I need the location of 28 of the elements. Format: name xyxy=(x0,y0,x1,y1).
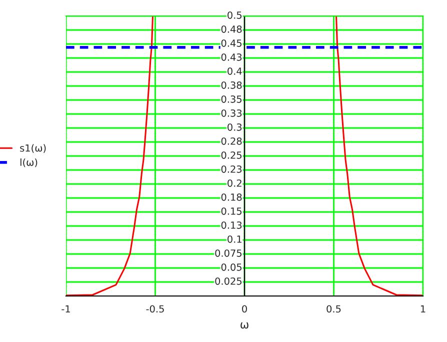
y-tick-label: 0.5 xyxy=(228,11,242,19)
x-tick-label: 0.5 xyxy=(326,305,341,313)
y-tick-label: 0.13 xyxy=(221,221,242,229)
y-tick-label: 0.48 xyxy=(221,25,242,33)
y-tick-label: 0.25 xyxy=(221,151,242,159)
y-tick-label: 0.33 xyxy=(221,109,242,117)
y-tick-label: 0.1 xyxy=(228,235,242,243)
y-tick-label: 0.43 xyxy=(221,53,242,61)
legend-label: s1(ω) xyxy=(20,144,46,153)
y-tick-label: 0.28 xyxy=(221,137,242,145)
y-tick-label: 0.4 xyxy=(228,67,242,75)
y-tick-label: 0.15 xyxy=(221,207,242,215)
y-tick-label: 0.18 xyxy=(221,193,242,201)
y-tick-label: 0.075 xyxy=(215,249,242,257)
y-tick-label: 0.38 xyxy=(221,81,242,89)
y-tick-label: 0.025 xyxy=(215,277,242,285)
y-tick-label: 0.35 xyxy=(221,95,242,103)
y-tick-label: 0.05 xyxy=(221,263,242,271)
x-tick-label: -1 xyxy=(62,305,70,312)
x-tick-label: 0 xyxy=(242,305,247,313)
y-tick-label: 0.2 xyxy=(228,179,242,187)
x-tick-label: -0.5 xyxy=(146,305,164,313)
y-tick-label: 0.23 xyxy=(221,165,242,173)
y-tick-label: 0.3 xyxy=(228,123,242,131)
x-tick-label: 1 xyxy=(420,305,426,312)
legend-label: l(ω) xyxy=(20,158,38,168)
y-tick-label: 0.45 xyxy=(221,39,242,47)
x-axis-title: ω xyxy=(240,322,248,329)
